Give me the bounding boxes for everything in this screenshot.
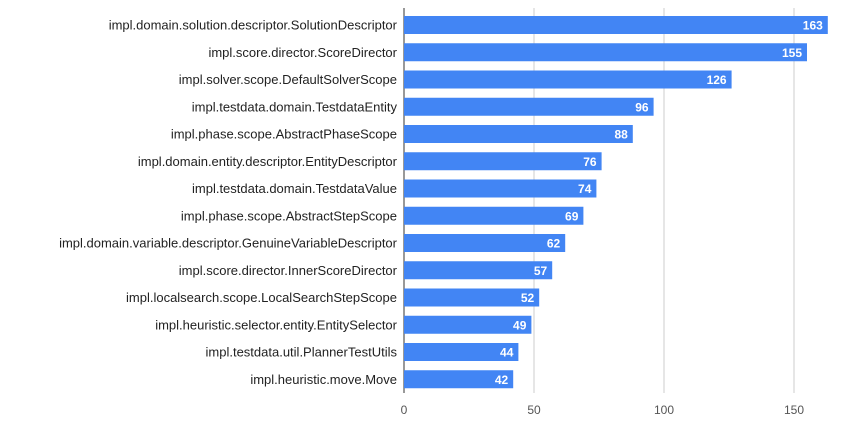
bar (404, 288, 540, 307)
bar (404, 206, 584, 225)
data-label: 57 (534, 264, 548, 278)
bar (404, 261, 553, 280)
data-label: 163 (803, 19, 823, 33)
x-tick-label: 100 (654, 403, 674, 417)
bar (404, 125, 633, 143)
bar (404, 234, 566, 252)
category-label: impl.heuristic.selector.entity.EntitySel… (155, 317, 397, 332)
bar (404, 43, 807, 62)
category-label: impl.score.director.InnerScoreDirector (179, 263, 398, 278)
bar (404, 152, 602, 171)
category-label: impl.testdata.util.PlannerTestUtils (206, 345, 398, 360)
data-label: 76 (583, 155, 597, 169)
bar (404, 70, 732, 89)
category-label: impl.testdata.domain.TestdataEntity (192, 99, 398, 114)
data-label: 126 (707, 73, 727, 87)
data-label: 155 (782, 46, 802, 60)
bar (404, 370, 514, 389)
data-label: 42 (495, 373, 509, 387)
category-labels: impl.domain.solution.descriptor.Solution… (59, 18, 398, 387)
x-axis-ticks: 0 50 100 150 (401, 403, 805, 417)
category-label: impl.localsearch.scope.LocalSearchStepSc… (126, 290, 397, 305)
category-label: impl.phase.scope.AbstractPhaseScope (171, 127, 397, 142)
bar (404, 179, 597, 198)
x-tick-label: 0 (401, 403, 408, 417)
bar (404, 315, 532, 334)
bar (404, 343, 519, 361)
x-tick-label: 150 (784, 403, 804, 417)
category-label: impl.score.director.ScoreDirector (208, 45, 397, 60)
category-label: impl.domain.solution.descriptor.Solution… (109, 18, 398, 33)
data-label: 44 (500, 346, 514, 360)
category-label: impl.solver.scope.DefaultSolverScope (179, 72, 397, 87)
bars (404, 16, 828, 389)
gridlines (403, 8, 795, 393)
bar (404, 16, 828, 34)
category-label: impl.testdata.domain.TestdataValue (192, 181, 397, 196)
category-label: impl.domain.variable.descriptor.GenuineV… (59, 236, 398, 251)
data-label: 62 (547, 237, 561, 251)
data-label: 52 (521, 291, 535, 305)
data-label: 69 (565, 209, 579, 223)
category-label: impl.domain.entity.descriptor.EntityDesc… (138, 154, 398, 169)
category-label: impl.heuristic.move.Move (250, 372, 397, 387)
category-label: impl.phase.scope.AbstractStepScope (181, 208, 397, 223)
data-label: 49 (513, 318, 527, 332)
data-label: 96 (635, 100, 649, 114)
x-tick-label: 50 (527, 403, 541, 417)
data-label: 88 (614, 128, 628, 142)
bar (404, 97, 654, 116)
data-label: 74 (578, 182, 592, 196)
